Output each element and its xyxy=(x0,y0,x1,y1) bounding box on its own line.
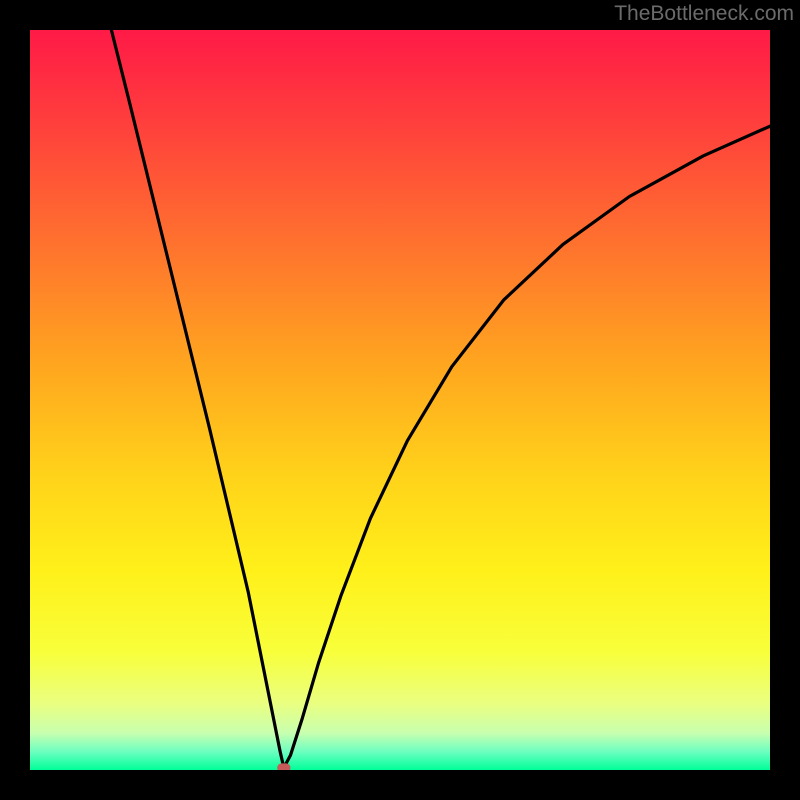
bottleneck-curve xyxy=(111,30,770,768)
curve-layer xyxy=(30,30,770,770)
watermark-text: TheBottleneck.com xyxy=(614,2,794,26)
chart-container: TheBottleneck.com xyxy=(0,0,800,800)
minimum-marker xyxy=(277,763,290,770)
plot-area xyxy=(30,30,770,770)
